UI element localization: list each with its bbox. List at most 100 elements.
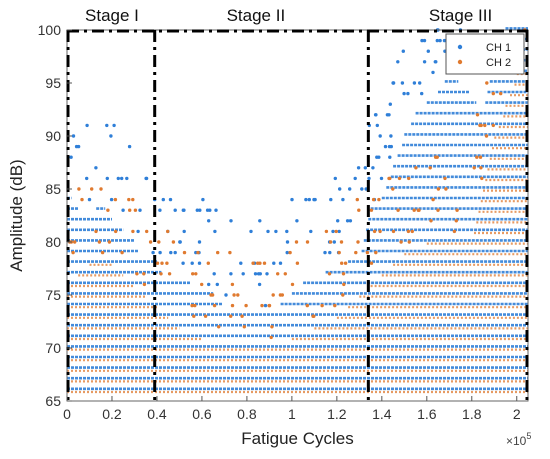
data-point-ch2: [410, 229, 414, 234]
data-point-ch1: [173, 250, 177, 255]
data-point-ch2: [165, 261, 169, 265]
data-point-ch1: [418, 81, 422, 85]
y-tick-label: 70: [45, 340, 61, 356]
data-point-ch2: [369, 208, 374, 212]
data-point-ch2: [244, 303, 248, 308]
data-point-ch1: [253, 272, 258, 276]
data-points: [68, 28, 527, 340]
data-point-ch2: [127, 197, 131, 202]
data-point-ch2: [399, 240, 403, 244]
y-axis-title: Amplitude (dB): [7, 159, 26, 271]
data-point-ch1: [158, 208, 162, 212]
data-point-ch2: [327, 272, 332, 276]
data-point-ch1: [198, 208, 202, 212]
data-point-ch2: [114, 229, 118, 234]
data-point-ch2: [397, 176, 402, 181]
legend-marker-ch2: [457, 59, 463, 65]
data-point-ch2: [157, 240, 161, 244]
data-point-ch1: [323, 250, 327, 255]
data-point-ch2: [455, 208, 459, 212]
data-point-ch1: [278, 261, 283, 265]
data-point-ch2: [333, 303, 337, 308]
data-point-ch2: [133, 208, 138, 212]
data-point-ch2: [230, 303, 235, 308]
data-point-ch2: [212, 303, 217, 308]
data-point-ch2: [491, 91, 495, 96]
data-point-ch2: [99, 187, 103, 191]
data-point-ch1: [426, 49, 430, 53]
data-point-ch1: [383, 144, 388, 149]
data-point-ch2: [193, 303, 197, 308]
stage-boundaries: [66, 29, 529, 401]
data-point-ch1: [263, 303, 268, 308]
data-point-ch1: [367, 176, 371, 181]
data-point-ch1: [161, 197, 165, 202]
data-point-ch2: [472, 166, 476, 170]
data-point-ch2: [270, 325, 274, 329]
data-point-ch1: [112, 123, 116, 128]
data-point-ch2: [443, 176, 447, 181]
stage-label: Stage II: [227, 6, 286, 25]
data-point-ch2: [480, 176, 484, 181]
data-point-ch1: [109, 134, 113, 138]
data-point-ch1: [391, 81, 396, 85]
data-point-ch2: [203, 314, 208, 318]
data-point-ch1: [387, 113, 391, 117]
data-point-ch1: [136, 229, 140, 234]
data-point-ch2: [485, 81, 489, 85]
data-point-ch1: [309, 229, 313, 234]
data-point-ch1: [333, 176, 337, 181]
data-point-ch2: [475, 113, 480, 117]
stage-label: Stage I: [85, 6, 139, 25]
data-point-ch2: [371, 197, 376, 202]
data-point-ch1: [85, 123, 89, 128]
data-point-ch1: [109, 197, 114, 202]
data-point-ch1: [138, 208, 142, 212]
data-bands: [67, 27, 528, 394]
data-point-ch2: [148, 240, 153, 244]
data-point-ch1: [435, 38, 439, 43]
data-point-ch2: [100, 250, 105, 255]
data-point-ch2: [278, 293, 283, 297]
data-point-ch1: [215, 282, 219, 287]
data-point-ch1: [71, 134, 76, 138]
data-point-ch2: [357, 208, 361, 212]
data-point-ch2: [343, 261, 348, 265]
data-point-ch1: [94, 166, 98, 170]
data-point-ch1: [348, 219, 353, 223]
data-point-ch2: [276, 272, 280, 276]
data-point-ch1: [229, 272, 233, 276]
data-point-ch1: [76, 144, 81, 149]
data-point-ch2: [391, 229, 396, 234]
data-point-ch2: [431, 197, 435, 202]
data-point-ch2: [328, 240, 333, 244]
data-point-ch2: [435, 155, 439, 159]
data-point-ch1: [229, 219, 233, 223]
data-point-ch2: [340, 261, 344, 265]
data-point-ch2: [444, 187, 448, 191]
data-point-ch1: [207, 219, 211, 223]
data-point-ch2: [228, 250, 232, 255]
y-tick-label: 75: [45, 287, 61, 303]
data-point-ch1: [431, 70, 435, 75]
data-point-ch1: [213, 229, 217, 234]
x-tick-label: 0.8: [237, 406, 257, 422]
data-point-ch2: [128, 208, 132, 212]
data-point-ch2: [396, 208, 400, 212]
data-point-ch1: [212, 272, 216, 276]
data-point-ch2: [251, 261, 255, 265]
data-point-ch2: [436, 208, 440, 212]
data-point-ch2: [269, 335, 273, 340]
data-point-ch1: [249, 229, 253, 234]
data-point-ch1: [169, 250, 173, 255]
data-point-ch2: [428, 166, 432, 170]
data-point-ch2: [73, 240, 77, 244]
data-point-ch1: [105, 176, 110, 181]
data-point-ch1: [151, 250, 155, 255]
data-point-ch2: [94, 229, 98, 234]
x-tick-label: 0.6: [192, 406, 212, 422]
data-point-ch2: [271, 293, 275, 297]
legend: CH 1 CH 2: [445, 33, 525, 75]
data-point-ch2: [365, 250, 370, 255]
multiplier-exponent: 5: [526, 431, 531, 441]
